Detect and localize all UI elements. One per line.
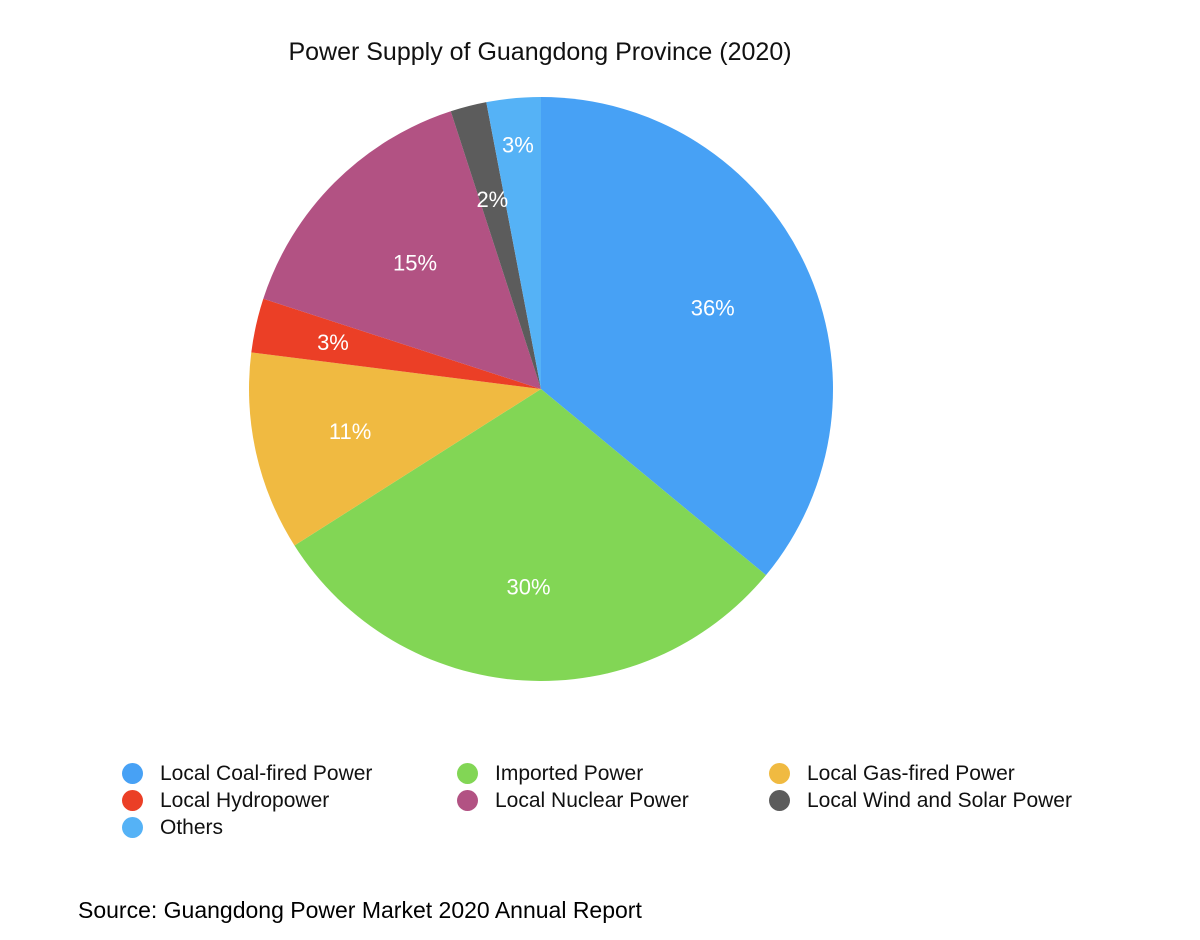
legend-label: Local Hydropower [160, 787, 329, 814]
source-note: Source: Guangdong Power Market 2020 Annu… [78, 895, 642, 925]
slice-percent-label: 3% [502, 132, 534, 157]
slice-percent-label: 36% [691, 296, 735, 321]
legend-label: Local Wind and Solar Power [807, 787, 1072, 814]
legend-swatch [122, 790, 143, 811]
legend-label: Local Nuclear Power [495, 787, 689, 814]
pie-chart: 36% 30% 11% 3% 15% 2% 3% [0, 0, 1200, 720]
legend-item-imported[interactable]: Imported Power [457, 760, 769, 787]
legend-swatch [122, 763, 143, 784]
legend-item-gas[interactable]: Local Gas-fired Power [769, 760, 1109, 787]
legend-swatch [457, 790, 478, 811]
slice-percent-label: 3% [317, 330, 349, 355]
legend-label: Local Coal-fired Power [160, 760, 372, 787]
legend-label: Others [160, 814, 223, 841]
legend: Local Coal-fired Power Imported Power Lo… [122, 760, 1122, 841]
slice-percent-label: 15% [393, 251, 437, 276]
legend-swatch [122, 817, 143, 838]
legend-label: Local Gas-fired Power [807, 760, 1015, 787]
legend-swatch [769, 790, 790, 811]
legend-item-coal[interactable]: Local Coal-fired Power [122, 760, 457, 787]
legend-label: Imported Power [495, 760, 643, 787]
legend-swatch [769, 763, 790, 784]
legend-swatch [457, 763, 478, 784]
legend-item-others[interactable]: Others [122, 814, 457, 841]
slice-percent-label: 30% [507, 575, 551, 600]
legend-item-wind-solar[interactable]: Local Wind and Solar Power [769, 787, 1109, 814]
slice-percent-label: 2% [476, 187, 508, 212]
slice-percent-label: 11% [329, 419, 371, 444]
legend-item-hydro[interactable]: Local Hydropower [122, 787, 457, 814]
legend-item-nuclear[interactable]: Local Nuclear Power [457, 787, 769, 814]
